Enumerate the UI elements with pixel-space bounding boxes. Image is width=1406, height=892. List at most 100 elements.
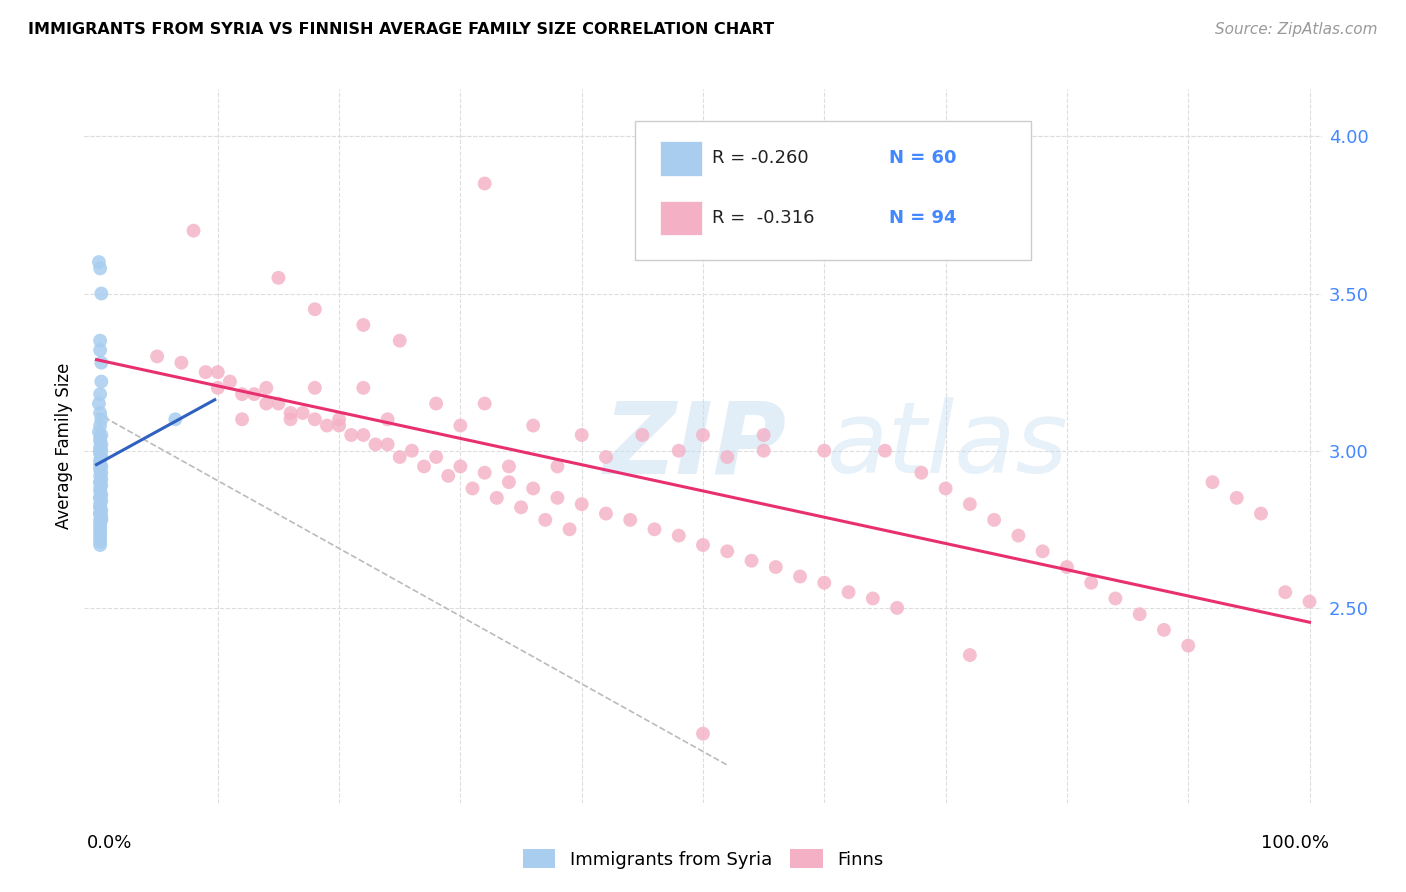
- Point: [231, 387, 253, 401]
- Point: [425, 396, 447, 410]
- Point: [89, 343, 111, 358]
- Point: [510, 500, 533, 515]
- Point: [89, 434, 111, 449]
- Point: [89, 453, 111, 467]
- Point: [401, 443, 423, 458]
- Point: [89, 491, 111, 505]
- Point: [90, 503, 112, 517]
- Point: [280, 406, 302, 420]
- Point: [873, 443, 896, 458]
- Point: [89, 507, 111, 521]
- Point: [534, 513, 557, 527]
- Point: [146, 350, 169, 364]
- Point: [89, 475, 111, 490]
- Point: [765, 560, 787, 574]
- Point: [89, 443, 111, 458]
- Text: IMMIGRANTS FROM SYRIA VS FINNISH AVERAGE FAMILY SIZE CORRELATION CHART: IMMIGRANTS FROM SYRIA VS FINNISH AVERAGE…: [28, 22, 775, 37]
- Point: [959, 497, 981, 511]
- Point: [89, 507, 111, 521]
- Point: [546, 491, 568, 505]
- Point: [340, 428, 363, 442]
- Point: [789, 569, 811, 583]
- Point: [752, 443, 775, 458]
- Point: [643, 522, 665, 536]
- Point: [1007, 528, 1029, 542]
- Point: [267, 396, 290, 410]
- Point: [89, 418, 111, 433]
- Point: [595, 450, 617, 464]
- Point: [165, 412, 187, 426]
- Point: [89, 532, 111, 546]
- Point: [90, 472, 112, 486]
- Point: [89, 482, 111, 496]
- Point: [328, 418, 350, 433]
- Point: [89, 406, 111, 420]
- Point: [207, 365, 229, 379]
- Point: [280, 412, 302, 426]
- Point: [89, 522, 111, 536]
- Point: [89, 334, 111, 348]
- Point: [89, 431, 111, 445]
- Point: [1153, 623, 1175, 637]
- Point: [1056, 560, 1078, 574]
- Point: [813, 443, 835, 458]
- Point: [692, 726, 714, 740]
- Point: [89, 491, 111, 505]
- Point: [474, 177, 496, 191]
- Point: [474, 396, 496, 410]
- Point: [571, 497, 593, 511]
- Point: [231, 412, 253, 426]
- Point: [194, 365, 217, 379]
- Point: [1032, 544, 1054, 558]
- Point: [89, 475, 111, 490]
- Point: [377, 437, 399, 451]
- Point: [485, 491, 508, 505]
- Point: [90, 509, 112, 524]
- Text: atlas: atlas: [827, 398, 1069, 494]
- Point: [90, 437, 112, 451]
- Point: [838, 585, 860, 599]
- Point: [425, 450, 447, 464]
- Point: [267, 270, 290, 285]
- Point: [388, 334, 411, 348]
- Point: [89, 447, 111, 461]
- Point: [219, 375, 242, 389]
- Text: 0.0%: 0.0%: [87, 834, 132, 852]
- Point: [89, 516, 111, 530]
- Point: [89, 261, 111, 276]
- Point: [90, 443, 112, 458]
- Point: [89, 456, 111, 470]
- Point: [89, 497, 111, 511]
- Point: [90, 450, 112, 464]
- Point: [377, 412, 399, 426]
- Point: [170, 356, 193, 370]
- Point: [862, 591, 884, 606]
- Point: [692, 538, 714, 552]
- Point: [89, 468, 111, 483]
- Point: [595, 507, 617, 521]
- Point: [692, 428, 714, 442]
- Point: [1129, 607, 1152, 622]
- Text: ZIP: ZIP: [605, 398, 787, 494]
- Point: [813, 575, 835, 590]
- Point: [87, 396, 110, 410]
- Point: [352, 428, 374, 442]
- Text: R = -0.260: R = -0.260: [711, 150, 808, 168]
- Point: [89, 519, 111, 533]
- Point: [89, 491, 111, 505]
- Point: [89, 462, 111, 476]
- Point: [90, 428, 112, 442]
- Point: [1177, 639, 1199, 653]
- Point: [89, 525, 111, 540]
- Point: [546, 459, 568, 474]
- Point: [243, 387, 266, 401]
- Point: [522, 482, 544, 496]
- Point: [90, 356, 112, 370]
- Point: [983, 513, 1005, 527]
- Point: [304, 302, 326, 317]
- Text: N = 60: N = 60: [889, 150, 956, 168]
- Point: [90, 286, 112, 301]
- Point: [291, 406, 314, 420]
- Point: [89, 507, 111, 521]
- Point: [254, 396, 277, 410]
